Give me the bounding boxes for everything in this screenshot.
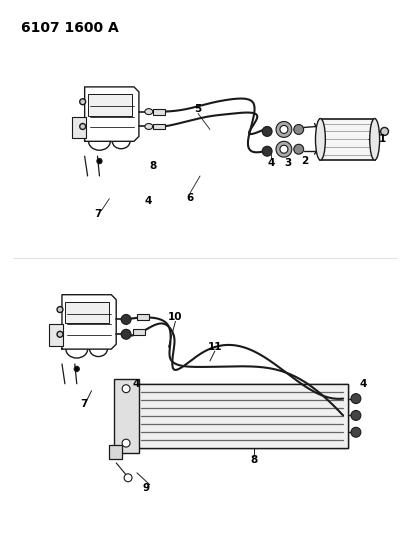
Wedge shape <box>275 141 291 157</box>
Circle shape <box>350 394 360 403</box>
Circle shape <box>122 439 130 447</box>
Text: 3: 3 <box>283 158 291 168</box>
Bar <box>319 118 374 160</box>
Text: 8: 8 <box>250 455 257 465</box>
Ellipse shape <box>122 317 130 322</box>
Bar <box>137 314 148 320</box>
Ellipse shape <box>144 109 152 115</box>
Circle shape <box>97 159 102 164</box>
Circle shape <box>57 306 63 312</box>
Ellipse shape <box>369 118 379 160</box>
Ellipse shape <box>122 332 130 337</box>
Bar <box>49 325 63 346</box>
Bar <box>72 117 85 139</box>
Text: 6107 1600 A: 6107 1600 A <box>20 21 118 35</box>
Bar <box>109 445 122 459</box>
Text: 9: 9 <box>142 483 149 492</box>
Text: 7: 7 <box>80 399 87 409</box>
Bar <box>114 379 139 453</box>
Circle shape <box>121 314 131 325</box>
Text: 1: 1 <box>378 134 385 144</box>
Circle shape <box>293 144 303 154</box>
Text: 4: 4 <box>267 158 274 168</box>
Circle shape <box>350 410 360 421</box>
Circle shape <box>74 367 79 372</box>
Circle shape <box>262 126 272 136</box>
Text: 8: 8 <box>149 161 156 171</box>
Text: 5: 5 <box>194 103 201 114</box>
Circle shape <box>79 99 85 104</box>
Bar <box>65 302 109 324</box>
Circle shape <box>121 329 131 339</box>
Ellipse shape <box>144 124 152 130</box>
Text: 11: 11 <box>207 342 222 352</box>
Text: 10: 10 <box>168 312 182 322</box>
Circle shape <box>293 125 303 134</box>
Text: 7: 7 <box>94 208 101 219</box>
Bar <box>152 109 164 115</box>
Circle shape <box>124 474 132 482</box>
Text: 4: 4 <box>132 379 139 389</box>
Text: 4: 4 <box>358 379 366 389</box>
Bar <box>88 94 132 116</box>
Ellipse shape <box>315 118 325 160</box>
Wedge shape <box>275 122 291 138</box>
Circle shape <box>57 332 63 337</box>
Circle shape <box>380 127 388 135</box>
Circle shape <box>79 124 85 130</box>
Circle shape <box>350 427 360 437</box>
Text: 6: 6 <box>186 193 193 203</box>
Bar <box>152 124 164 130</box>
Bar <box>133 329 144 335</box>
Circle shape <box>122 385 130 393</box>
Circle shape <box>262 146 272 156</box>
Bar <box>136 384 347 448</box>
Text: 4: 4 <box>144 196 151 206</box>
Text: 2: 2 <box>300 156 308 166</box>
